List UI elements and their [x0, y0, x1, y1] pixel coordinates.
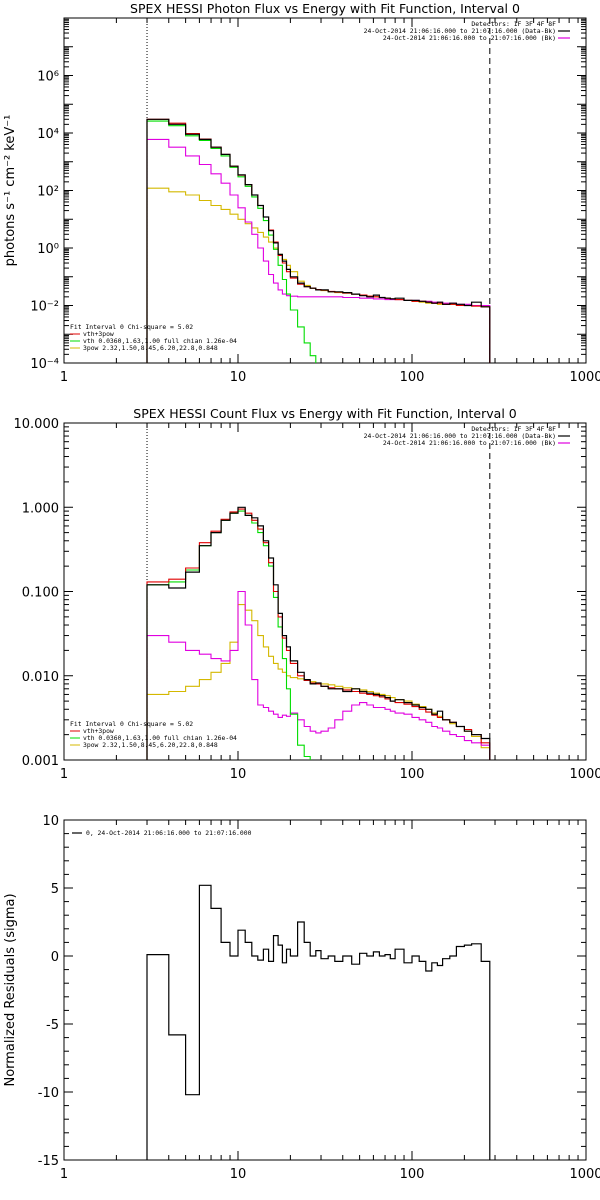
- chart-panel-1: SPEX HESSI Photon Flux vs Energy with Fi…: [3, 1, 600, 385]
- series-group: [146, 118, 491, 363]
- x-tick-label: 1: [60, 767, 68, 782]
- y-tick-label: 0.100: [22, 586, 59, 601]
- y-tick-label: 10⁻²: [30, 300, 59, 315]
- legend-label: 24-Oct-2014 21:06:16.000 to 21:07:16.000…: [383, 34, 556, 42]
- y-tick-label: 10⁰: [37, 242, 59, 257]
- legend-label: 0, 24-Oct-2014 21:06:16.000 to 21:07:16.…: [86, 829, 252, 837]
- legend-label: 3pow 2.32,1.50,8.45,6.20,22.8,0.848: [83, 741, 218, 749]
- series-data: [146, 506, 491, 760]
- chart-panel-2: SPEX HESSI Count Flux vs Energy with Fit…: [14, 406, 600, 782]
- x-tick-label: 10: [230, 370, 247, 385]
- legend-label: 3pow 2.32,1.50,8.45,6.20,22.8,0.848: [83, 344, 218, 352]
- x-tick-label: 100: [400, 1167, 425, 1182]
- series-total: [146, 118, 491, 363]
- y-axis: -15 -10 -5 0 5 10: [38, 814, 586, 1169]
- legend-label: vth 0.0360,1.63,1.00 full chian 1.26e-04: [83, 337, 237, 345]
- legend-label: vth 0.0360,1.63,1.00 full chian 1.26e-04: [83, 734, 237, 742]
- series-group: [146, 884, 491, 1160]
- y-tick-label: 1.000: [22, 501, 59, 516]
- x-axis: 1 10 100 1000: [60, 423, 600, 782]
- series-data: [146, 118, 491, 363]
- y-tick-label: 0: [51, 950, 59, 965]
- series-nonthermal: [146, 138, 491, 363]
- legend-label: vth+3pow: [83, 330, 114, 338]
- y-tick-label: -10: [38, 1086, 59, 1101]
- legend-label: Fit Interval 0 Chi-square = 5.02: [70, 323, 193, 331]
- y-axis-label: photons s⁻¹ cm⁻² keV⁻¹: [3, 115, 18, 267]
- y-tick-label: 10: [42, 814, 59, 829]
- x-tick-label: 1000: [569, 370, 600, 385]
- y-tick-label: -15: [38, 1154, 59, 1169]
- series-group: [146, 506, 491, 760]
- y-axis: 10⁻⁴ 10⁻² 10⁰ 10² 10⁴ 10⁶: [30, 18, 586, 372]
- legend-bottom-left: Fit Interval 0 Chi-square = 5.02vth+3pow…: [70, 323, 237, 352]
- legend-top-left: 0, 24-Oct-2014 21:06:16.000 to 21:07:16.…: [72, 829, 252, 837]
- legend-label: 24-Oct-2014 21:06:16.000 to 21:07:16.000…: [383, 439, 556, 447]
- series-total: [146, 508, 491, 760]
- y-axis: 0.001 0.010 0.100 1.000 10.000: [14, 417, 586, 769]
- y-tick-label: -5: [46, 1018, 59, 1033]
- chart-title: SPEX HESSI Count Flux vs Energy with Fit…: [133, 406, 516, 421]
- legend-label: Detectors: 1F 3F 4F 8F: [471, 20, 556, 28]
- y-tick-label: 5: [51, 882, 59, 897]
- x-axis: 1 10 100 1000: [60, 18, 600, 385]
- y-tick-label: 0.001: [22, 754, 59, 769]
- y-tick-label: 10⁻⁴: [30, 357, 59, 372]
- legend-label: Fit Interval 0 Chi-square = 5.02: [70, 720, 193, 728]
- series-thermal: [146, 120, 317, 363]
- plot-frame: [63, 17, 587, 364]
- x-tick-label: 1000: [569, 767, 600, 782]
- legend-label: 24-Oct-2014 21:06:16.000 to 21:07:16.000…: [364, 27, 556, 35]
- series-data: [146, 884, 491, 1160]
- x-tick-label: 1000: [569, 1167, 600, 1182]
- chart-panel-3: 1 10 100 1000 -15 -10 -5 0 5 10 Normalized Residua…: [3, 814, 600, 1182]
- y-tick-label: 0.010: [22, 670, 59, 685]
- y-axis-label: Normalized Residuals (sigma): [3, 893, 18, 1086]
- series-nonthermal: [146, 590, 491, 760]
- legend-label: vth+3pow: [83, 727, 114, 735]
- y-tick-label: 10⁶: [37, 70, 59, 85]
- x-axis: 1 10 100 1000: [60, 820, 600, 1182]
- legend-label: 24-Oct-2014 21:06:16.000 to 21:07:16.000…: [364, 432, 556, 440]
- series-background: [146, 604, 491, 760]
- chart-title: SPEX HESSI Photon Flux vs Energy with Fi…: [130, 1, 520, 16]
- x-tick-label: 100: [400, 370, 425, 385]
- legend-label: Detectors: 1F 3F 4F 8F: [471, 425, 556, 433]
- plot-frame: [63, 819, 587, 1161]
- x-tick-label: 1: [60, 370, 68, 385]
- x-tick-label: 10: [230, 767, 247, 782]
- y-tick-label: 10²: [37, 185, 59, 200]
- x-tick-label: 10: [230, 1167, 247, 1182]
- legend-bottom-left: Fit Interval 0 Chi-square = 5.02vth+3pow…: [70, 720, 237, 749]
- y-tick-label: 10.000: [14, 417, 60, 432]
- x-tick-label: 1: [60, 1167, 68, 1182]
- plot-frame: [63, 422, 587, 761]
- x-tick-label: 100: [400, 767, 425, 782]
- y-tick-label: 10⁴: [37, 127, 59, 142]
